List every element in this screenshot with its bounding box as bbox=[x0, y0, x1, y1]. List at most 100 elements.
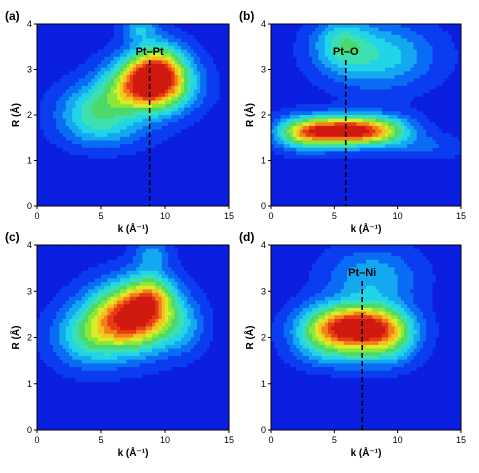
heatmap-cell bbox=[37, 82, 41, 87]
heatmap-cell bbox=[225, 191, 229, 196]
heatmap-cell bbox=[350, 45, 354, 51]
heatmap-cell bbox=[165, 129, 169, 134]
heatmap-cell bbox=[347, 24, 351, 29]
heatmap-cell bbox=[277, 34, 282, 40]
heatmap-cell bbox=[81, 140, 86, 145]
heatmap-cell bbox=[190, 115, 195, 120]
heatmap-cell bbox=[350, 118, 354, 123]
heatmap-cell bbox=[145, 176, 150, 182]
heatmap-cell bbox=[53, 140, 57, 145]
heatmap-cell bbox=[324, 118, 329, 123]
heatmap-cell bbox=[197, 107, 201, 112]
heatmap-cell bbox=[378, 104, 383, 109]
heatmap-cell bbox=[65, 151, 70, 156]
heatmap-cell bbox=[293, 74, 297, 80]
heatmap-cell bbox=[165, 191, 169, 196]
heatmap-cell bbox=[155, 96, 160, 102]
heatmap-cell bbox=[423, 67, 427, 72]
heatmap-cell bbox=[155, 74, 160, 80]
heatmap-cell bbox=[286, 49, 291, 54]
heatmap-cell bbox=[187, 198, 192, 203]
heatmap-cell bbox=[400, 122, 405, 127]
heatmap-a bbox=[37, 24, 229, 206]
heatmap-cell bbox=[56, 96, 60, 102]
heatmap-cell bbox=[315, 64, 320, 69]
heatmap-cell bbox=[81, 187, 86, 193]
heatmap-cell bbox=[274, 96, 278, 102]
heatmap-cell bbox=[442, 100, 446, 105]
heatmap-cell bbox=[187, 24, 192, 29]
heatmap-cell bbox=[337, 34, 342, 40]
heatmap-cell bbox=[225, 49, 229, 54]
heatmap-cell bbox=[65, 38, 70, 43]
heatmap-cell bbox=[113, 74, 118, 80]
heatmap-cell bbox=[46, 165, 51, 171]
heatmap-cell bbox=[216, 144, 220, 149]
heatmap-cell bbox=[457, 93, 461, 98]
heatmap-cell bbox=[197, 176, 201, 182]
heatmap-cell bbox=[46, 111, 51, 116]
heatmap-cell bbox=[407, 71, 411, 76]
heatmap-cell bbox=[219, 136, 224, 142]
heatmap-cell bbox=[397, 34, 402, 40]
heatmap-cell bbox=[40, 82, 44, 87]
heatmap-cell bbox=[216, 122, 220, 127]
heatmap-cell bbox=[340, 27, 345, 32]
heatmap-cell bbox=[88, 147, 92, 152]
heatmap-cell bbox=[324, 104, 329, 109]
heatmap-cell bbox=[397, 96, 402, 102]
heatmap-cell bbox=[213, 191, 217, 196]
heatmap-cell bbox=[200, 93, 204, 98]
heatmap-cell bbox=[299, 67, 304, 72]
heatmap-cell bbox=[404, 133, 408, 138]
heatmap-cell bbox=[419, 27, 424, 32]
heatmap-cell bbox=[321, 42, 326, 47]
heatmap-cell bbox=[200, 60, 204, 65]
heatmap-cell bbox=[126, 122, 131, 127]
heatmap-cell bbox=[139, 31, 144, 36]
heatmap-cell bbox=[283, 82, 288, 87]
heatmap-cell bbox=[290, 74, 294, 80]
heatmap-cell bbox=[56, 89, 60, 94]
heatmap-cell bbox=[171, 49, 176, 54]
heatmap-cell bbox=[49, 104, 54, 109]
heatmap-cell bbox=[43, 198, 48, 203]
heatmap-cell bbox=[184, 202, 188, 206]
heatmap-cell bbox=[190, 104, 195, 109]
heatmap-cell bbox=[97, 147, 102, 152]
heatmap-cell bbox=[372, 27, 377, 32]
heatmap-cell bbox=[324, 74, 329, 80]
heatmap-cell bbox=[129, 107, 134, 112]
heatmap-cell bbox=[219, 60, 224, 65]
heatmap-cell bbox=[324, 49, 329, 54]
heatmap-cell bbox=[222, 71, 227, 76]
heatmap-cell bbox=[309, 56, 313, 61]
heatmap-cell bbox=[155, 155, 160, 160]
heatmap-cell bbox=[133, 147, 137, 152]
heatmap-cell bbox=[78, 100, 83, 105]
heatmap-cell bbox=[219, 198, 224, 203]
heatmap-cell bbox=[305, 85, 310, 91]
heatmap-cell bbox=[46, 187, 51, 193]
heatmap-cell bbox=[290, 27, 294, 32]
heatmap-cell bbox=[43, 38, 48, 43]
heatmap-cell bbox=[340, 82, 345, 87]
heatmap-cell bbox=[94, 147, 99, 152]
heatmap-cell bbox=[110, 64, 115, 69]
heatmap-cell bbox=[184, 93, 188, 98]
heatmap-cell bbox=[216, 49, 220, 54]
heatmap-cell bbox=[378, 96, 383, 102]
heatmap-cell bbox=[59, 24, 64, 29]
heatmap-cell bbox=[78, 67, 83, 72]
heatmap-cell bbox=[43, 191, 48, 196]
heatmap-cell bbox=[88, 34, 92, 40]
heatmap-cell bbox=[155, 27, 160, 32]
heatmap-cell bbox=[309, 49, 313, 54]
heatmap-cell bbox=[337, 49, 342, 54]
heatmap-cell bbox=[378, 71, 383, 76]
heatmap-cell bbox=[328, 93, 332, 98]
heatmap-cell bbox=[372, 42, 377, 47]
heatmap-cell bbox=[419, 140, 424, 145]
heatmap-cell bbox=[190, 85, 195, 91]
heatmap-cell bbox=[120, 173, 124, 178]
